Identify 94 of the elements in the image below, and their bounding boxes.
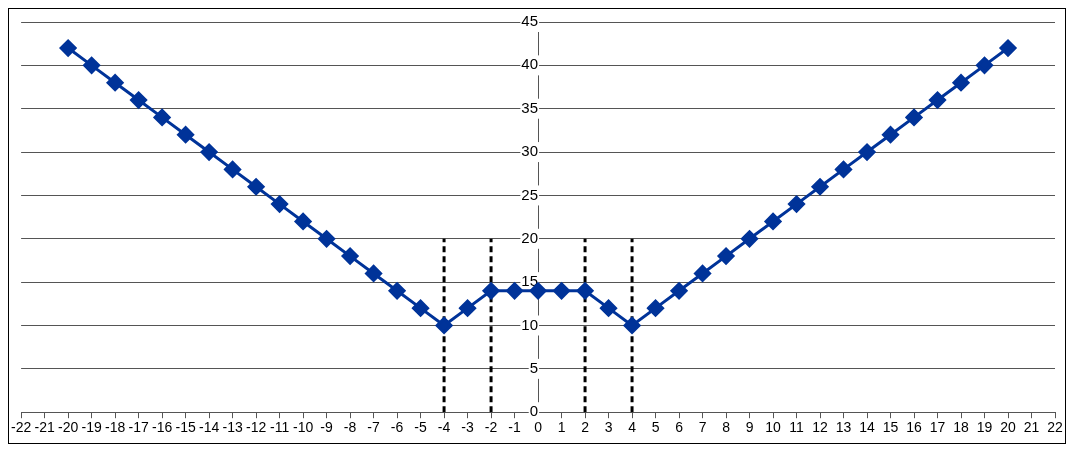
- point: [929, 91, 947, 109]
- point: [623, 316, 641, 334]
- x-tick-label: -8: [343, 419, 357, 436]
- point: [553, 282, 571, 300]
- point: [177, 126, 195, 144]
- x-tick-label: -21: [34, 419, 55, 436]
- y-tick-label: 20: [521, 228, 539, 246]
- point: [271, 195, 289, 213]
- point: [717, 247, 735, 265]
- point: [600, 299, 618, 317]
- point: [506, 282, 524, 300]
- x-tick-label: 16: [906, 419, 923, 436]
- x-tick-label: 20: [1000, 419, 1016, 436]
- point: [365, 264, 383, 282]
- point: [59, 39, 77, 57]
- point: [858, 143, 876, 161]
- x-tick-label: -16: [151, 419, 173, 436]
- x-tick-label: 10: [765, 419, 782, 436]
- point: [788, 195, 806, 213]
- point: [224, 160, 242, 178]
- point: [952, 74, 970, 92]
- x-tick-label: -3: [461, 419, 474, 436]
- x-tick-label: -19: [81, 419, 102, 436]
- point: [318, 230, 336, 248]
- x-tick-label: 21: [1023, 419, 1040, 436]
- x-tick-label: -13: [222, 419, 243, 436]
- x-tick-label: 5: [651, 419, 660, 436]
- y-tick-label: 45: [521, 12, 539, 30]
- point: [999, 39, 1017, 57]
- point: [905, 108, 923, 126]
- x-tick-label: -7: [367, 419, 381, 436]
- point: [670, 282, 688, 300]
- point: [882, 126, 900, 144]
- x-tick-label: -5: [414, 419, 428, 436]
- x-tick-label: -15: [175, 419, 196, 436]
- x-tick-label: 7: [698, 419, 707, 436]
- point: [106, 74, 124, 92]
- y-tick-label: 5: [529, 358, 539, 376]
- x-tick-label: 17: [929, 419, 946, 436]
- y-tick-label: 30: [521, 142, 539, 160]
- point: [435, 316, 453, 334]
- x-tick-label: -2: [484, 419, 498, 436]
- x-tick-label: 13: [835, 419, 852, 436]
- y-tick-label: 25: [521, 185, 539, 203]
- point: [130, 91, 148, 109]
- x-tick-label: -9: [320, 419, 334, 436]
- x-tick-label: -17: [128, 419, 149, 436]
- x-tick-label: -14: [198, 419, 220, 436]
- y-tick-label: 15: [521, 272, 539, 290]
- point: [247, 178, 265, 196]
- y-tick-label: 0: [529, 402, 539, 420]
- point: [835, 160, 853, 178]
- point: [341, 247, 359, 265]
- x-tick-label: -22: [11, 419, 32, 436]
- point: [83, 56, 101, 74]
- x-tick-label: 14: [859, 419, 876, 436]
- x-tick-label: 3: [604, 419, 613, 436]
- x-tick-label: 2: [581, 419, 590, 436]
- point: [294, 212, 312, 230]
- x-tick-label: 11: [789, 419, 804, 436]
- point: [412, 299, 430, 317]
- x-tick-label: -4: [437, 419, 451, 436]
- x-tick-label: -18: [104, 419, 126, 436]
- x-tick-label: -6: [390, 419, 404, 436]
- x-tick-label: 18: [953, 419, 970, 436]
- x-tick-label: -1: [508, 419, 521, 436]
- x-tick-label: 6: [675, 419, 684, 436]
- point: [576, 282, 594, 300]
- point: [153, 108, 171, 126]
- x-tick-label: 1: [557, 419, 566, 436]
- x-tick-label: 15: [882, 419, 899, 436]
- point: [811, 178, 829, 196]
- x-tick-label: 4: [628, 419, 637, 436]
- y-tick-label: 35: [521, 98, 539, 116]
- x-tick-label: -10: [292, 419, 314, 436]
- point: [647, 299, 665, 317]
- y-tick-label: 40: [521, 55, 539, 73]
- point: [388, 282, 406, 300]
- x-tick-label: 9: [745, 419, 754, 436]
- y-tick-label: 10: [521, 315, 539, 333]
- x-tick-label: -12: [245, 419, 267, 436]
- point: [482, 282, 500, 300]
- x-tick-label: -11: [269, 419, 290, 436]
- point: [459, 299, 477, 317]
- point: [764, 212, 782, 230]
- point: [200, 143, 218, 161]
- point: [976, 56, 994, 74]
- point: [694, 264, 712, 282]
- x-tick-label: 12: [812, 419, 829, 436]
- x-tick-label: 8: [722, 419, 731, 436]
- x-tick-label: -20: [57, 419, 79, 436]
- x-tick-label: 19: [976, 419, 993, 436]
- x-tick-label: 22: [1047, 419, 1063, 436]
- point: [741, 230, 759, 248]
